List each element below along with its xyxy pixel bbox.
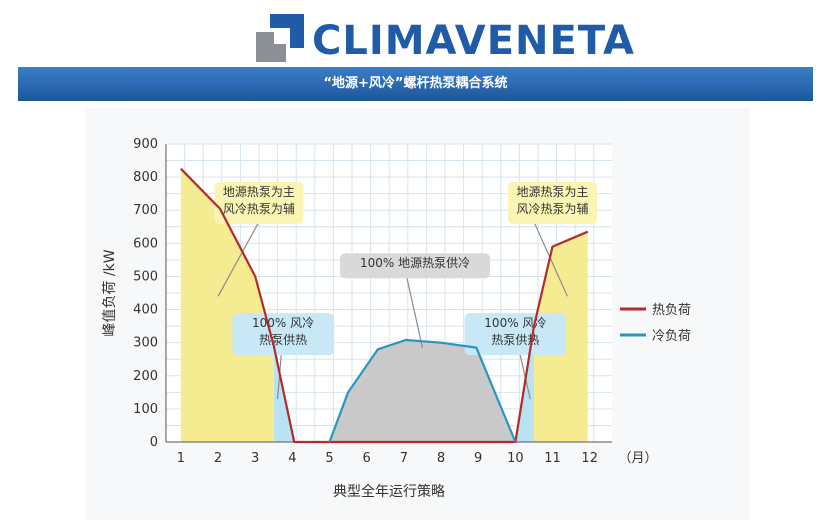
callout-box	[508, 182, 598, 225]
y-tick-label: 200	[133, 369, 158, 384]
y-tick-label: 100	[133, 402, 158, 417]
callout-text: 热泵供热	[491, 333, 539, 347]
callout-text: 风冷热泵为辅	[517, 202, 589, 216]
callout-box	[464, 313, 567, 356]
x-unit-label: （月）	[618, 451, 657, 466]
y-tick-label: 900	[133, 137, 158, 152]
y-axis-title: 峰值负荷 /kW	[102, 249, 118, 336]
callout-text: 100% 风冷	[484, 316, 546, 330]
callout-text: 热泵供热	[259, 333, 307, 347]
y-tick-label: 0	[150, 435, 158, 450]
climaveneta-logo-icon	[256, 14, 304, 62]
callout-text: 地源热泵为主	[223, 185, 295, 199]
y-tick-label: 400	[133, 303, 158, 318]
x-tick-label: 4	[288, 451, 296, 466]
x-tick-label: 5	[325, 451, 333, 466]
callout-box	[214, 182, 304, 225]
region-ground-heat	[180, 168, 274, 443]
x-tick-label: 7	[400, 451, 408, 466]
callout-text: 风冷热泵为辅	[223, 202, 295, 216]
x-tick-label: 12	[581, 451, 598, 466]
x-tick-label: 6	[363, 451, 371, 466]
x-tick-label: 11	[544, 451, 561, 466]
y-tick-label: 800	[133, 170, 158, 185]
callout-text: 地源热泵为主	[517, 185, 589, 199]
x-tick-label: 2	[214, 451, 222, 466]
callout-text: 100% 风冷	[252, 316, 314, 330]
x-tick-label: 9	[474, 451, 482, 466]
callout-text: 100% 地源热泵供冷	[360, 256, 470, 270]
x-tick-label: 10	[507, 451, 524, 466]
series-line	[180, 168, 589, 444]
x-axis-title: 典型全年运行策略	[333, 483, 445, 500]
y-tick-label: 600	[133, 236, 158, 251]
callout-box	[232, 313, 334, 356]
callout-pointer	[217, 221, 260, 297]
legend-label: 冷负荷	[652, 329, 691, 344]
x-tick-label: 3	[251, 451, 259, 466]
region-ground-cool	[329, 340, 516, 442]
x-tick-label: 8	[437, 451, 445, 466]
y-tick-label: 300	[133, 336, 158, 351]
x-tick-label: 1	[177, 451, 185, 466]
brand-name: CLIMAVENETA	[312, 18, 635, 64]
page-title: “地源+风冷”螺杆热泵耦合系统	[18, 67, 813, 101]
y-tick-label: 700	[133, 203, 158, 218]
callout-3: 100% 地源热泵供冷	[340, 253, 491, 348]
y-tick-label: 500	[133, 269, 158, 284]
callout-box	[340, 253, 491, 279]
series-line	[328, 338, 517, 443]
legend-label: 热负荷	[652, 303, 691, 318]
